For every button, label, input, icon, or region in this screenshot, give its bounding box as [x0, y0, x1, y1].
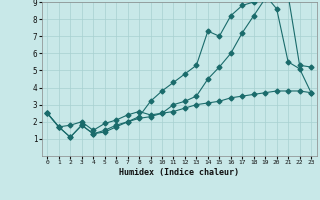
X-axis label: Humidex (Indice chaleur): Humidex (Indice chaleur)	[119, 168, 239, 177]
